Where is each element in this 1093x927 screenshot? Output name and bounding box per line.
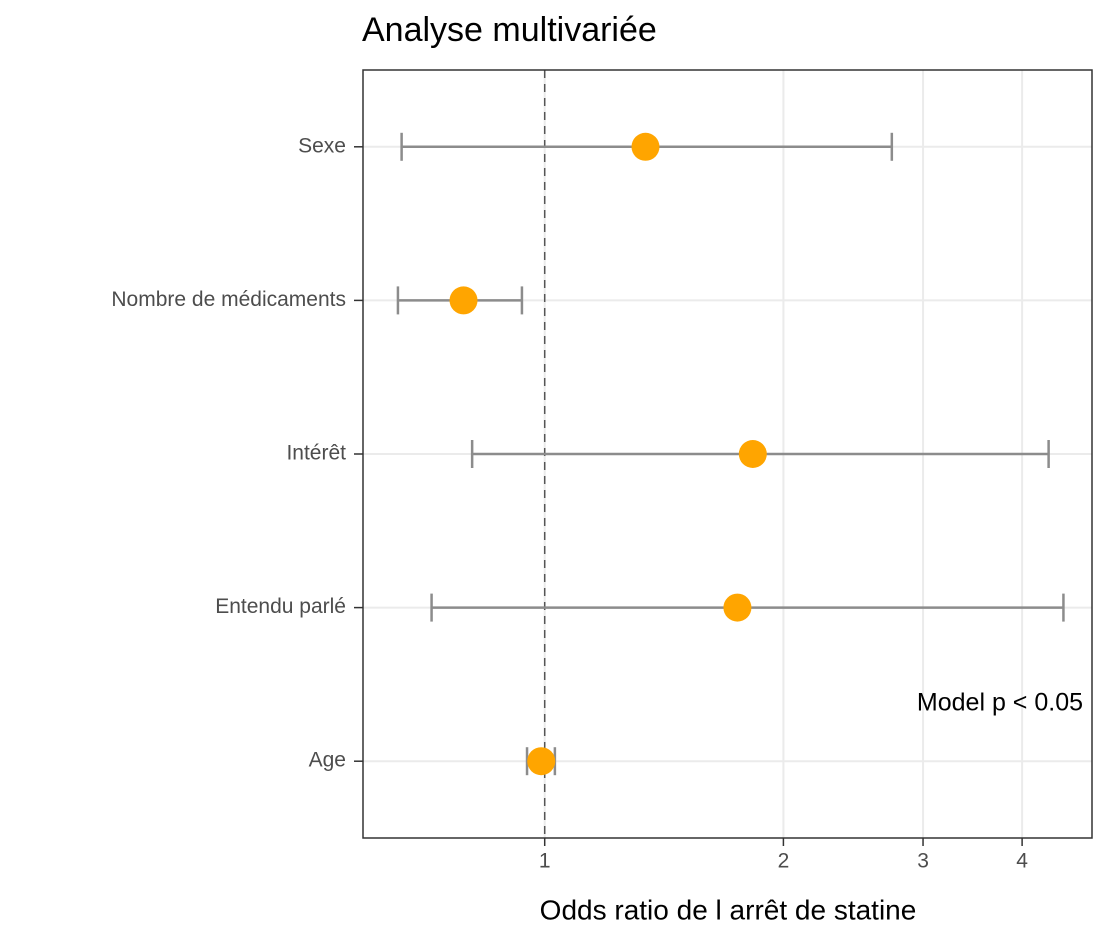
y-tick-label: Sexe [298,134,346,157]
x-tick-label: 4 [1016,850,1028,873]
y-tick-label: Nombre de médicaments [111,288,346,311]
x-tick-label: 2 [778,850,790,873]
point [738,440,767,468]
point [527,747,556,776]
point [449,286,478,315]
y-tick-label: Intérêt [286,442,346,465]
annotation: Model p < 0.05 [917,689,1083,717]
x-tick-label: 1 [539,850,551,873]
point [631,132,660,161]
chart-title: Analyse multivariée [362,11,657,49]
y-tick-label: Age [309,749,346,772]
x-axis-label: Odds ratio de l arrêt de statine [540,894,917,925]
panel-border [362,69,1093,839]
point [723,593,752,622]
x-tick-label: 3 [917,850,929,873]
y-tick-label: Entendu parlé [215,595,346,618]
